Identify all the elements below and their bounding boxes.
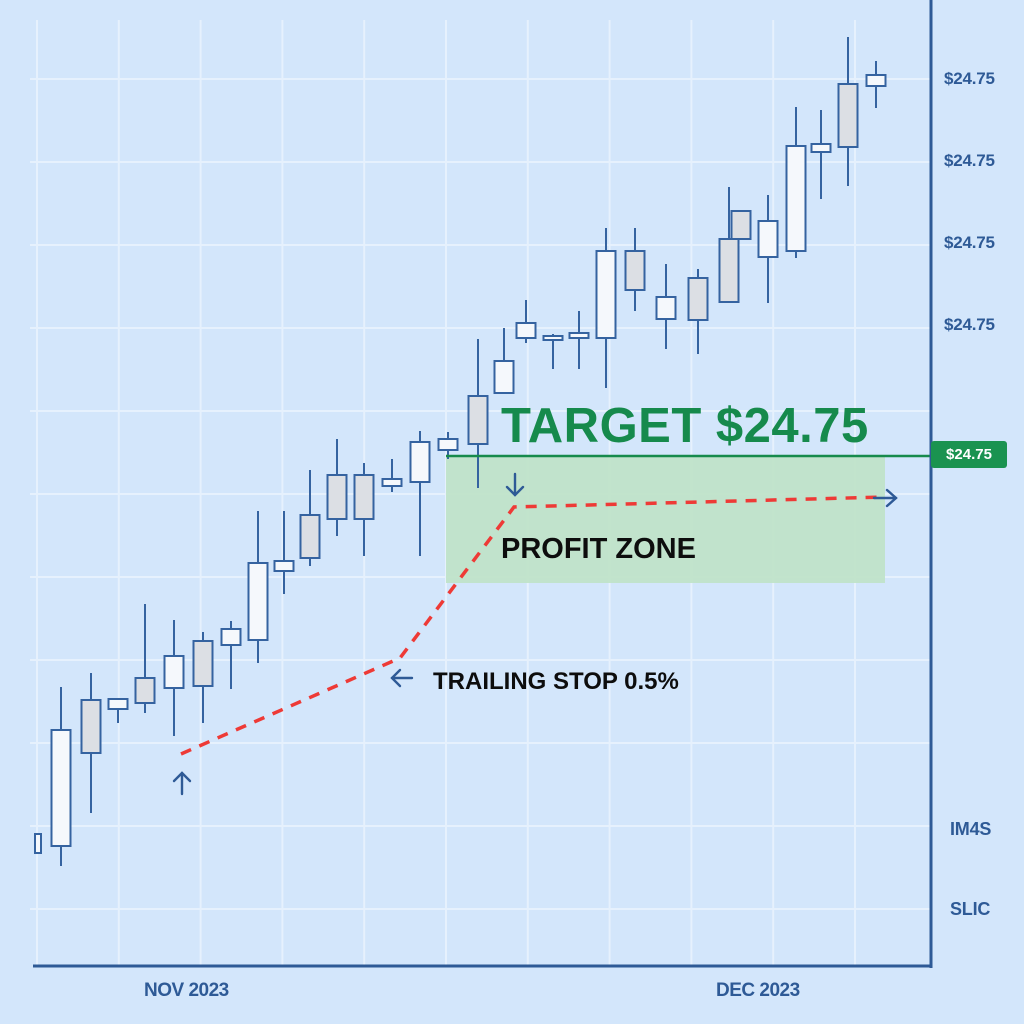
target-label: TARGET $24.75	[501, 399, 869, 453]
candle	[192, 632, 214, 723]
arrow-up-icon	[172, 771, 192, 796]
candle	[810, 110, 832, 199]
y-tick-label: $24.75	[944, 315, 995, 334]
profit-zone-label: PROFIT ZONE	[501, 533, 696, 565]
candle	[542, 334, 564, 369]
candle	[624, 228, 646, 311]
candle	[134, 604, 156, 713]
x-tick-label-dec: DEC 2023	[716, 980, 800, 1001]
candle	[163, 620, 185, 736]
candle	[437, 432, 459, 459]
candle	[247, 511, 269, 663]
candle	[757, 195, 779, 303]
candle	[409, 431, 431, 556]
y-tick-label: $24.75	[944, 151, 995, 170]
candle	[381, 459, 403, 492]
axes	[33, 0, 933, 968]
y-side-label: SLIC	[950, 899, 991, 919]
arrow-down-icon	[505, 472, 525, 497]
candle	[50, 687, 72, 866]
y-side-label: IM4S	[950, 819, 992, 839]
candle	[273, 511, 295, 594]
profit-zone-area	[446, 456, 885, 583]
y-tick-label: $24.75	[944, 69, 995, 88]
candle	[220, 621, 242, 689]
candle	[718, 187, 740, 303]
candle	[837, 37, 859, 186]
arrow-left-icon	[390, 668, 414, 688]
candle	[865, 61, 887, 108]
candle	[353, 463, 375, 556]
candle	[655, 264, 677, 349]
candle	[595, 228, 617, 388]
target-price-tag: $24.75	[931, 441, 1007, 468]
candle	[730, 210, 752, 240]
candle	[687, 269, 709, 354]
candle	[107, 698, 129, 723]
y-tick-label: $24.75	[944, 233, 995, 252]
candle	[515, 300, 537, 343]
candle	[80, 673, 102, 813]
candle	[493, 328, 515, 394]
candle	[326, 439, 348, 536]
candle	[785, 107, 807, 258]
candle	[34, 833, 42, 854]
candle	[299, 470, 321, 566]
candles	[34, 37, 887, 866]
arrow-right-icon	[872, 488, 898, 508]
trailing-stop-label: TRAILING STOP 0.5%	[433, 668, 679, 695]
x-tick-label-nov: NOV 2023	[144, 980, 229, 1001]
candle	[568, 311, 590, 369]
candle	[467, 339, 489, 488]
